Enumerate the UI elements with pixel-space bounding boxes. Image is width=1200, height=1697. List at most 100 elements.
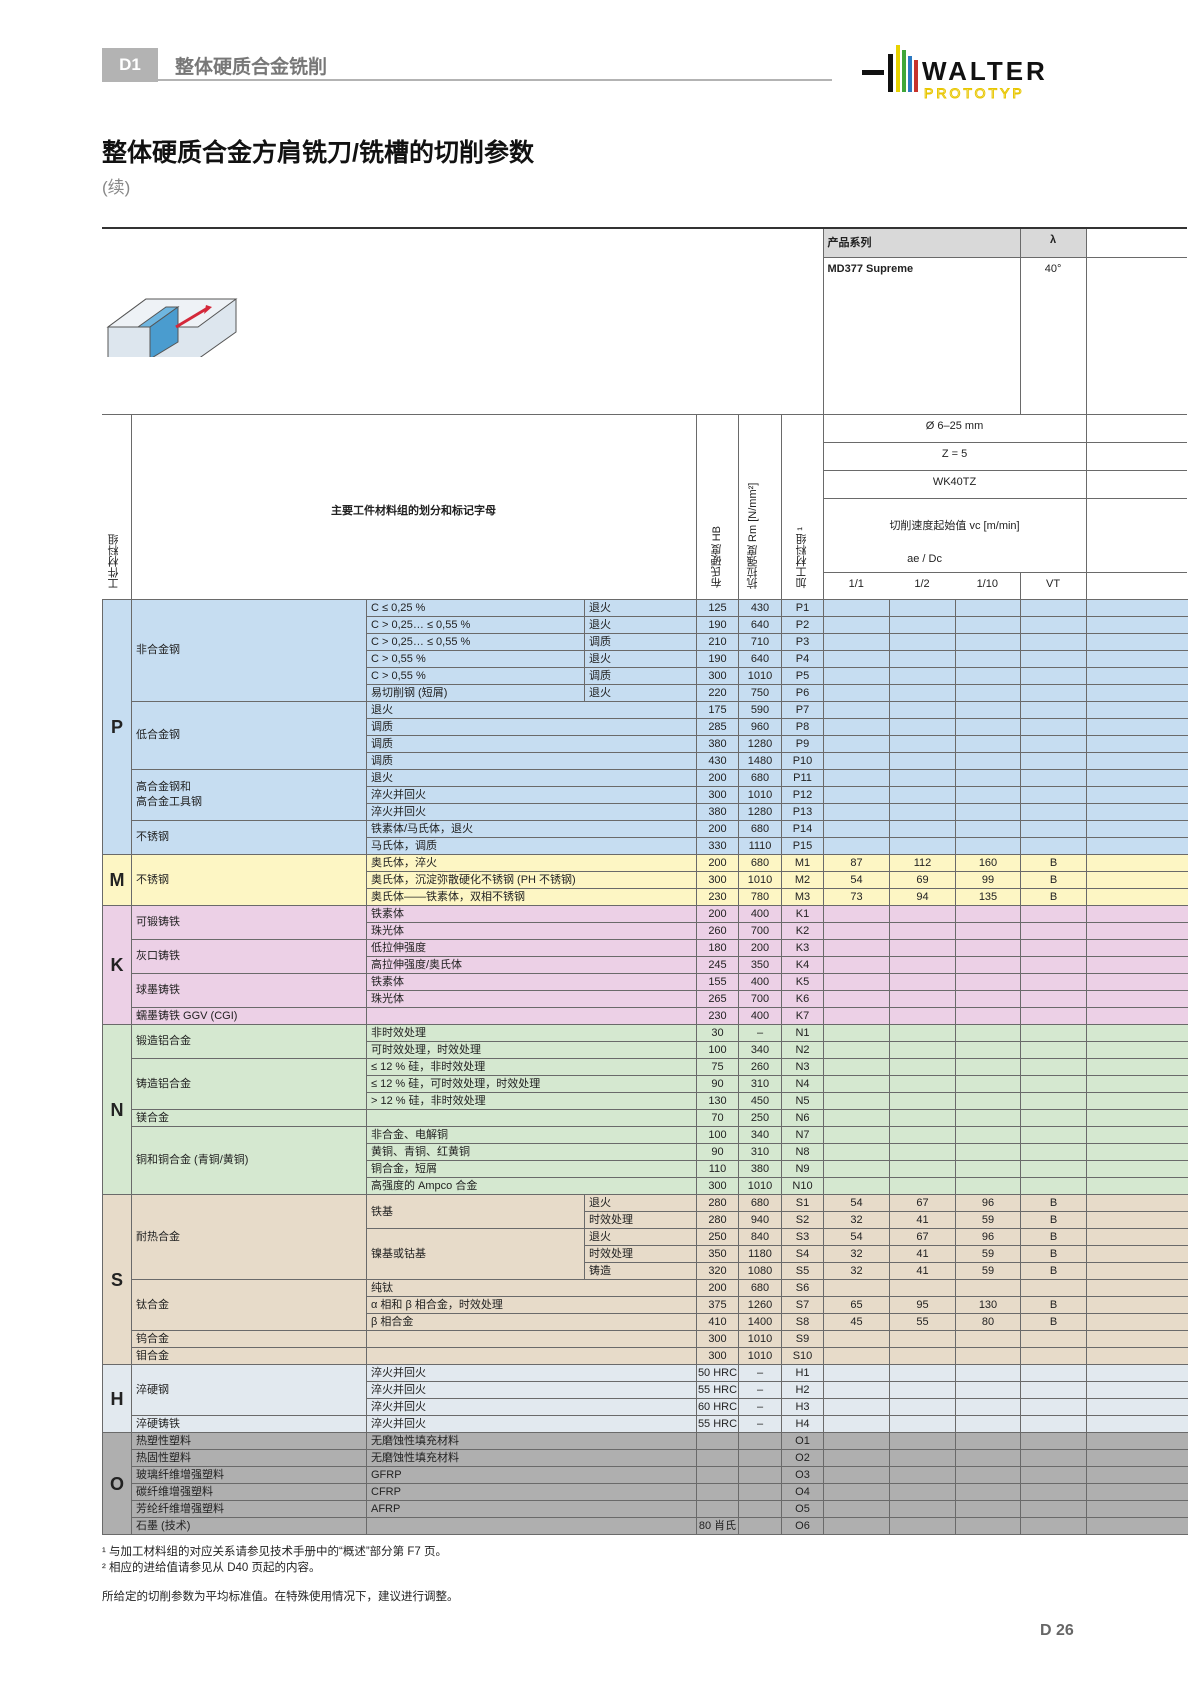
blank-cell <box>1086 701 1188 719</box>
cutting-speed <box>823 990 890 1008</box>
code-header-text: 加工材料组 ¹ <box>795 526 808 589</box>
code: H4 <box>781 1415 824 1433</box>
hb: 300 <box>696 1347 739 1365</box>
blank-cell <box>1086 1415 1188 1433</box>
logo-subtext: PROTOTYP <box>924 85 1025 101</box>
blank-cell <box>1086 1432 1188 1450</box>
rm <box>738 1449 782 1467</box>
description: 马氏体，调质 <box>366 837 697 855</box>
blank-cell <box>1086 888 1188 906</box>
lambda-label: λ <box>1019 227 1087 258</box>
cutting-speed <box>955 599 1021 617</box>
code: N8 <box>781 1143 824 1161</box>
hb: 190 <box>696 616 739 634</box>
teeth: Z = 5 <box>822 441 1087 471</box>
blank-cell <box>1086 803 1188 821</box>
cutting-speed <box>1020 1109 1087 1127</box>
cutting-speed <box>1020 1347 1087 1365</box>
cutting-speed <box>889 1007 956 1025</box>
blank-cell <box>1086 1109 1188 1127</box>
description: 纯钛 <box>366 1279 697 1297</box>
cutting-speed <box>955 1075 1021 1093</box>
cutting-speed: 69 <box>889 871 956 889</box>
description: > 12 % 硅，非时效处理 <box>366 1092 697 1110</box>
illustration-cell <box>102 227 824 415</box>
cutting-speed <box>889 922 956 940</box>
chapter-title: 整体硬质合金铣削 <box>175 57 328 78</box>
cutting-speed <box>889 956 956 974</box>
cutting-speed <box>1020 1330 1087 1348</box>
cutting-speed <box>889 1330 956 1348</box>
cutting-speed: 54 <box>823 1194 890 1212</box>
cutting-speed <box>1020 1483 1087 1501</box>
hb: 210 <box>696 633 739 651</box>
cutting-speed <box>823 1143 890 1161</box>
cutting-speed <box>823 633 890 651</box>
table-row: 淬火并回火 55 HRC – H2 <box>103 1381 1188 1399</box>
hb: 260 <box>696 922 739 940</box>
cutting-speed <box>1020 1398 1087 1416</box>
code: N2 <box>781 1041 824 1059</box>
cutting-speed <box>955 1092 1021 1110</box>
cutting-speed: 54 <box>823 1228 890 1246</box>
description: 调质 <box>366 752 697 770</box>
cutting-speed: 55 <box>889 1313 956 1331</box>
cutting-speed <box>889 1177 956 1195</box>
description: C ≤ 0,25 % <box>366 599 585 617</box>
hb: 375 <box>696 1296 739 1314</box>
cutting-speed: B <box>1020 1313 1087 1331</box>
rm: 780 <box>738 888 782 906</box>
cutting-speed <box>823 769 890 787</box>
footnote: ² 相应的进给值请参见从 D40 页起的内容。 <box>102 1562 321 1574</box>
material-group: 碳纤维增强塑料 <box>131 1483 367 1501</box>
cutting-speed <box>955 922 1021 940</box>
hb <box>696 1466 739 1484</box>
code: O4 <box>781 1483 824 1501</box>
cutting-speed <box>955 1143 1021 1161</box>
main-header: 主要工件材料组的划分和标记字母 <box>130 413 697 601</box>
material-group: 钼合金 <box>131 1347 367 1365</box>
group-letter: M <box>102 854 132 906</box>
ae-label: ae / Dc <box>907 552 942 565</box>
cutting-speed: 87 <box>823 854 890 872</box>
col-label: 1/2 <box>889 571 956 601</box>
cutting-speed <box>1020 1041 1087 1059</box>
cutting-speed <box>889 990 956 1008</box>
description: 铁素体/马氏体，退火 <box>366 820 697 838</box>
code: P6 <box>781 684 824 702</box>
description: 铁素体 <box>366 905 697 923</box>
cutting-speed <box>1020 1177 1087 1195</box>
treatment: 退火 <box>584 1194 697 1212</box>
description: 铁素体 <box>366 973 697 991</box>
code: O1 <box>781 1432 824 1450</box>
description: GFRP <box>366 1466 697 1484</box>
blank-cell <box>366 1347 697 1365</box>
treatment: 调质 <box>584 633 697 651</box>
description: 黄铜、青铜、红黄铜 <box>366 1143 697 1161</box>
rm: 1080 <box>738 1262 782 1280</box>
hb: 220 <box>696 684 739 702</box>
cutting-speed <box>1020 769 1087 787</box>
hb: 300 <box>696 871 739 889</box>
cutting-speed <box>955 803 1021 821</box>
treatment: 退火 <box>584 599 697 617</box>
description: 易切削钢 (短屑) <box>366 684 585 702</box>
cutting-speed <box>823 650 890 668</box>
rm: 1260 <box>738 1296 782 1314</box>
hb <box>696 1449 739 1467</box>
material-table: P 非合金钢 C ≤ 0,25 % 退火 125 430 P1 C > 0,25… ≤ 0,5… <box>102 599 1188 1535</box>
cutting-speed <box>823 1075 890 1093</box>
rm: 400 <box>738 973 782 991</box>
cutting-speed: B <box>1020 1245 1087 1263</box>
cutting-speed <box>1020 718 1087 736</box>
code: N7 <box>781 1126 824 1144</box>
table-row: 时效处理 350 1180 S4 32 41 59 B <box>103 1245 1188 1263</box>
group-letter: N <box>102 1024 132 1195</box>
rm: 680 <box>738 1194 782 1212</box>
blank-cell <box>1086 1007 1188 1025</box>
code: P11 <box>781 769 824 787</box>
cutting-speed <box>823 1007 890 1025</box>
treatment: 调质 <box>584 667 697 685</box>
cutting-speed: 54 <box>823 871 890 889</box>
